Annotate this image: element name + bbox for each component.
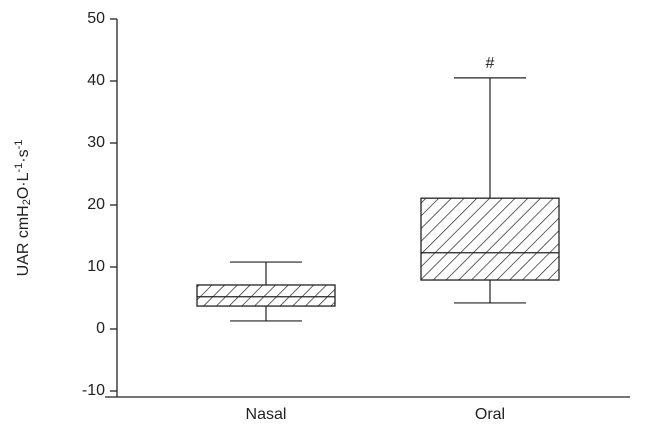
y-tick-label: -10: [82, 382, 105, 399]
y-tick-label: 30: [87, 134, 105, 151]
y-axis-label: UAR cmH2O·L-1·s-1: [13, 140, 33, 277]
y-tick-label: 40: [87, 72, 105, 89]
x-tick-label: Oral: [475, 406, 505, 423]
y-tick-label: 20: [87, 196, 105, 213]
x-tick-label: Nasal: [246, 406, 287, 423]
y-axis-label-part: 2: [21, 199, 33, 205]
y-tick-label: 50: [87, 10, 105, 27]
y-axis-label-part: -1: [13, 163, 25, 173]
box: [196, 284, 336, 307]
y-axis-label-part: UAR cmH: [15, 205, 32, 276]
annotation: #: [486, 55, 495, 72]
y-axis-label-part: ·s: [15, 149, 32, 162]
y-axis-label-part: O·L: [15, 172, 32, 199]
y-tick-label: 0: [96, 320, 105, 337]
box: [420, 197, 560, 281]
y-axis-label-part: -1: [13, 140, 25, 150]
y-tick-label: 10: [87, 258, 105, 275]
